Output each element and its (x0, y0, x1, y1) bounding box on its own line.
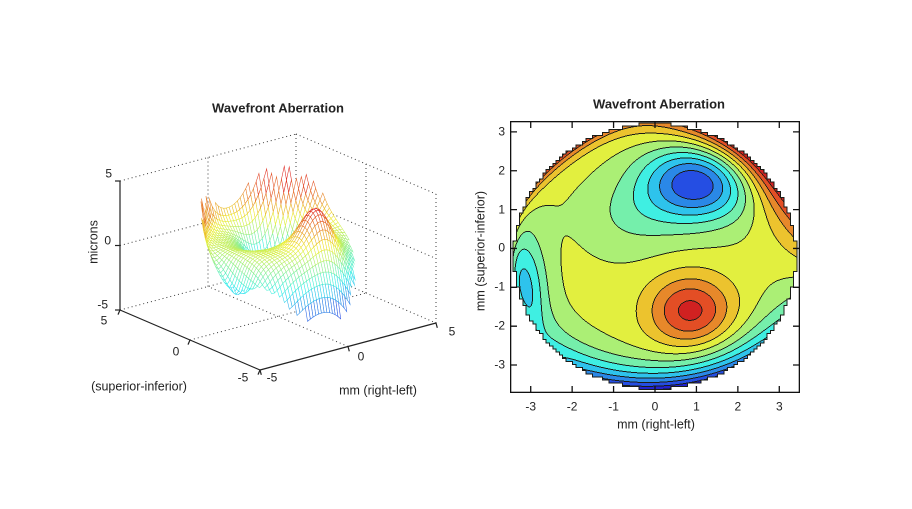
tick-label: 2 (734, 399, 742, 414)
tick-label: 0 (651, 399, 659, 414)
contour-y-axis-label: mm (superior-inferior) (473, 190, 488, 312)
tick-label: 2 (498, 163, 505, 178)
surface-mesh-canvas (55, 90, 455, 405)
contour-plot-title: Wavefront Aberration (593, 96, 725, 112)
tick-label: -5 (237, 370, 249, 385)
surface-plot-title: Wavefront Aberration (212, 100, 344, 116)
tick-label: 1 (693, 399, 700, 414)
tick-label: -3 (494, 357, 505, 372)
tick-label: -3 (525, 399, 537, 414)
surface-x-axis-label: mm (right-left) (339, 383, 417, 398)
tick-label: -5 (266, 370, 278, 385)
tick-label: 0 (498, 240, 505, 255)
tick-label: -1 (494, 279, 505, 294)
contour-x-axis-label: mm (right-left) (617, 417, 695, 432)
tick-label: 1 (498, 202, 505, 217)
tick-label: 5 (448, 324, 456, 339)
tick-label: 5 (100, 313, 108, 328)
surface-y-axis-label: (superior-inferior) (91, 379, 187, 394)
surface-z-axis-label: microns (86, 220, 101, 264)
tick-label: 5 (105, 166, 112, 181)
tick-label: -5 (97, 297, 108, 312)
tick-label: 3 (775, 399, 783, 414)
tick-label: 0 (172, 344, 180, 359)
contour-canvas (510, 121, 800, 393)
tick-label: 0 (357, 349, 365, 364)
tick-label: 0 (104, 233, 111, 248)
tick-label: -2 (566, 399, 578, 414)
tick-label: -2 (494, 318, 505, 333)
tick-label: 3 (498, 124, 505, 139)
tick-label: -1 (608, 399, 619, 414)
